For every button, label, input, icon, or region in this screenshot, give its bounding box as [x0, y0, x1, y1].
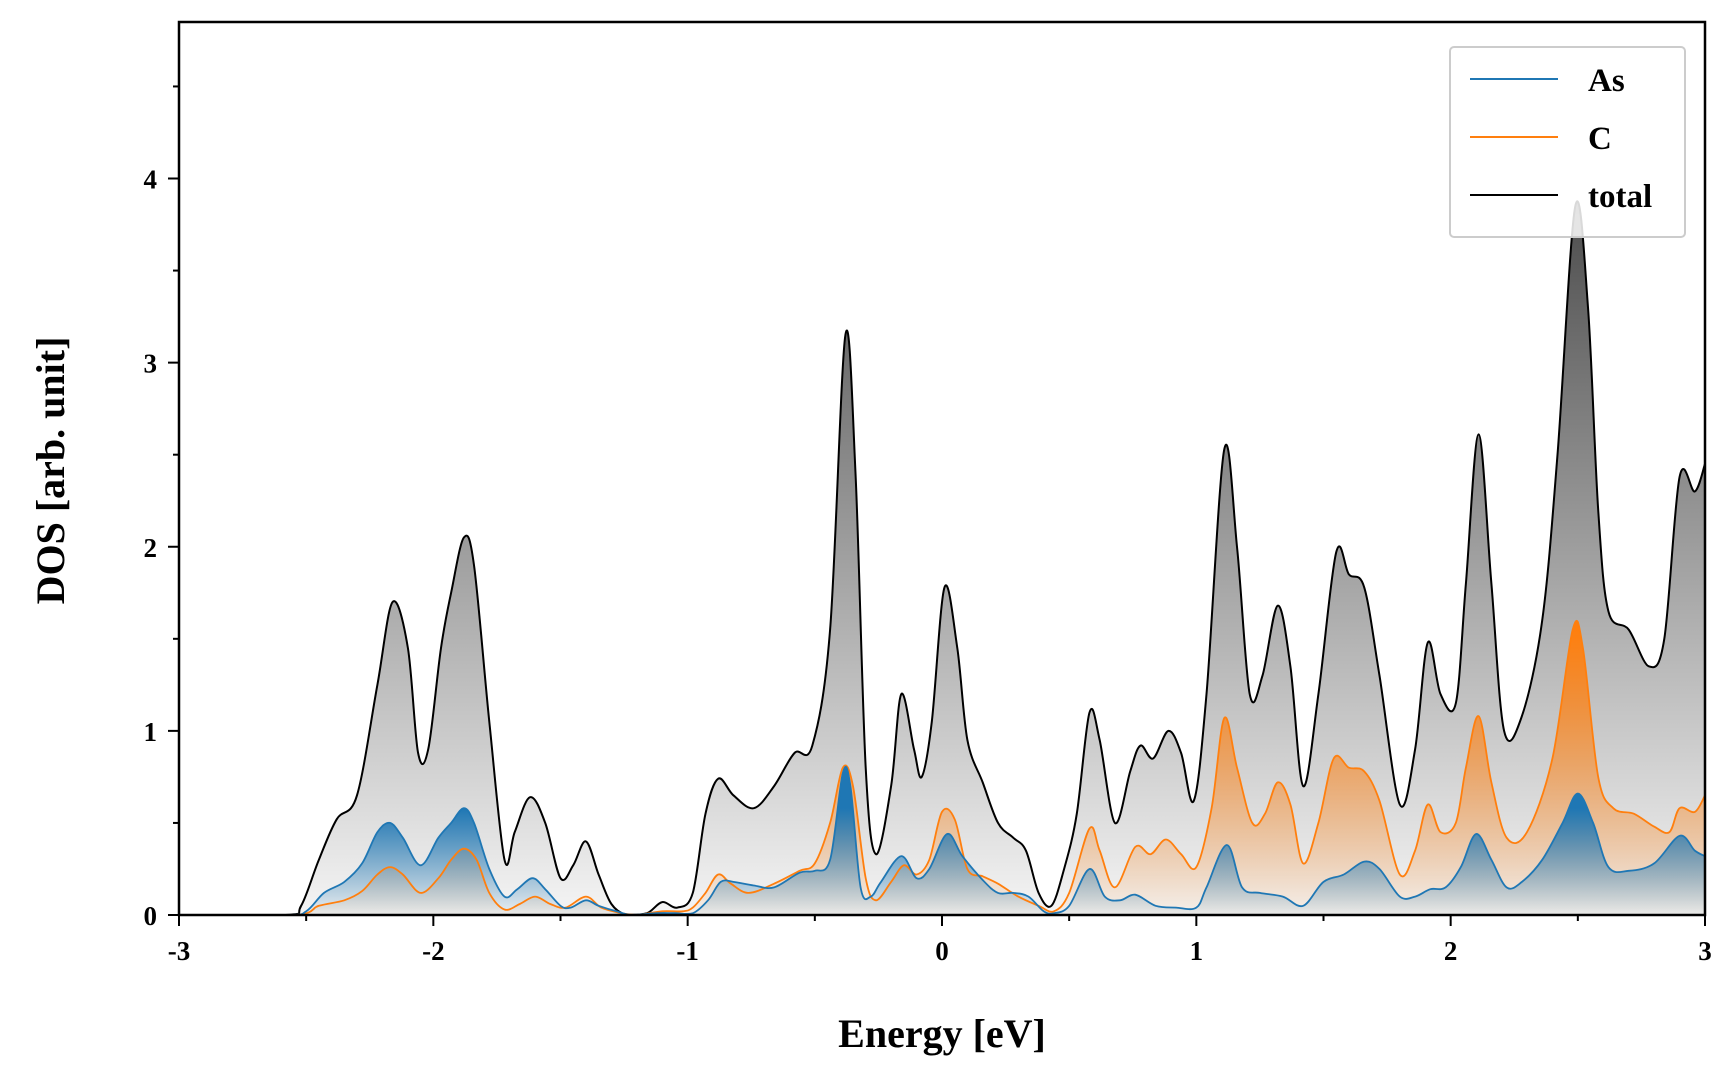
series-lines: [179, 200, 1705, 915]
y-axis-title: DOS [arb. unit]: [28, 337, 73, 605]
x-axis-title: Energy [eV]: [838, 1011, 1046, 1056]
fill-C: [179, 620, 1705, 915]
fill-total: [179, 201, 1705, 915]
y-tick-label: 3: [144, 349, 158, 379]
line-As: [179, 765, 1705, 915]
legend-label-C: C: [1588, 121, 1612, 157]
y-tick-label: 0: [144, 901, 158, 931]
y-axis: 0 1 2 3 4: [144, 85, 179, 931]
legend-label-total: total: [1588, 179, 1652, 215]
y-tick-label: 4: [144, 165, 158, 195]
x-tick-label: 1: [1190, 936, 1204, 966]
series-fills: [179, 201, 1705, 915]
line-C: [179, 619, 1705, 915]
x-tick-label: -1: [676, 936, 699, 966]
legend-label-As: As: [1588, 63, 1625, 99]
x-tick-label: 2: [1444, 936, 1458, 966]
x-tick-label: 0: [935, 936, 949, 966]
line-total: [179, 200, 1705, 915]
x-tick-label: 3: [1698, 936, 1712, 966]
legend-box: [1449, 46, 1686, 238]
x-tick-label: -2: [422, 936, 445, 966]
x-tick-label: -3: [168, 936, 191, 966]
y-tick-label: 2: [144, 533, 158, 563]
y-tick-label: 1: [144, 717, 158, 747]
x-axis: -3 -2 -1 0 1 2 3: [168, 915, 1712, 966]
